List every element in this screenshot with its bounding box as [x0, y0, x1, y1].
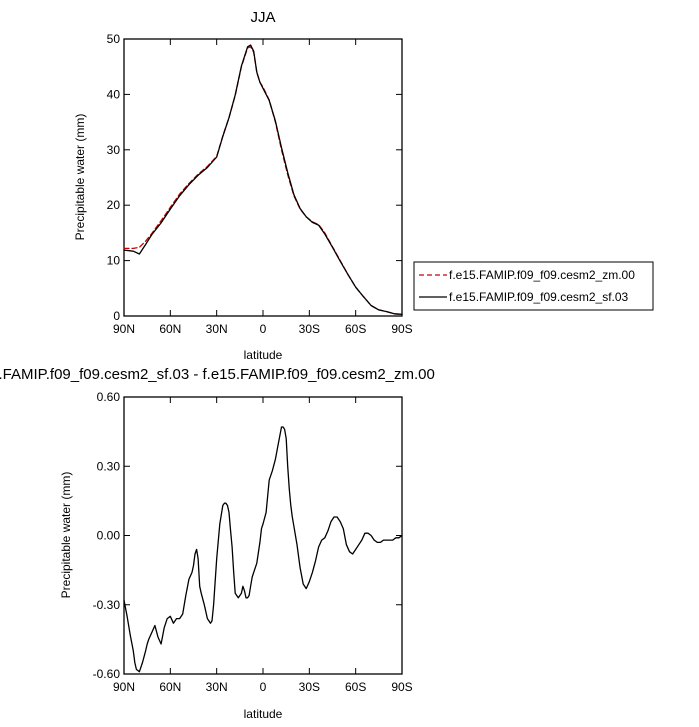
top-xtick-label: 90S [391, 322, 412, 336]
top-x-axis: 90N 60N 30N 0 30S 60S 90S [113, 39, 413, 336]
top-chart: JJA 0 10 20 30 40 50 90N 60N 30N 0 30S 60S 90S lati… [73, 9, 413, 362]
bottom-xtick-label: 0 [260, 680, 267, 694]
top-xtick-label: 90N [113, 322, 135, 336]
bottom-series-line-0 [123, 426, 403, 673]
bottom-xtick-label: 30S [299, 680, 320, 694]
top-xtick-label: 0 [260, 322, 267, 336]
bottom-x-axis: 90N 60N 30N 0 30S 60S 90S [113, 397, 413, 694]
bottom-y-axis: -0.60 -0.30 0.00 0.30 0.60 [93, 390, 402, 681]
bottom-ytick-label: -0.60 [93, 667, 121, 681]
bottom-xtick-label: 60S [345, 680, 366, 694]
top-xtick-label: 30N [206, 322, 228, 336]
top-y-axis: 0 10 20 30 40 50 [107, 32, 402, 323]
legend: f.e15.FAMIP.f09_f09.cesm2_zm.00 f.e15.FA… [413, 261, 654, 311]
top-xtick-label: 60S [345, 322, 366, 336]
top-xtick-label: 30S [299, 322, 320, 336]
top-ytick-label: 40 [107, 87, 121, 101]
bottom-ytick-label: 0.00 [97, 529, 121, 543]
top-ytick-label: 0 [113, 309, 120, 323]
legend-box [413, 261, 654, 311]
top-plot-frame [123, 38, 403, 317]
bottom-ytick-label: 0.30 [97, 459, 121, 473]
bottom-y-axis-label: Precipitable water (mm) [59, 472, 73, 599]
bottom-xtick-label: 30N [206, 680, 228, 694]
top-chart-title: JJA [250, 9, 275, 26]
bottom-ytick-label: 0.60 [97, 390, 121, 404]
bottom-xtick-label: 90N [113, 680, 135, 694]
bottom-plot-frame [123, 396, 403, 675]
top-ytick-label: 10 [107, 254, 121, 268]
top-ytick-label: 30 [107, 143, 121, 157]
top-x-axis-label: latitude [244, 348, 283, 362]
top-xtick-label: 60N [159, 322, 181, 336]
bottom-ytick-label: -0.30 [93, 598, 121, 612]
bottom-chart: f.e15.FAMIP.f09_f09.cesm2_sf.03 - f.e15.… [0, 366, 435, 721]
top-ytick-label: 20 [107, 198, 121, 212]
legend-label-zm: f.e15.FAMIP.f09_f09.cesm2_zm.00 [449, 268, 635, 282]
bottom-chart-title: f.e15.FAMIP.f09_f09.cesm2_sf.03 - f.e15.… [0, 366, 435, 383]
top-y-axis-label: Precipitable water (mm) [73, 114, 87, 241]
bottom-series-group [123, 426, 403, 673]
bottom-xtick-label: 60N [159, 680, 181, 694]
top-ytick-label: 50 [107, 32, 121, 46]
top-series-line-1 [123, 44, 403, 315]
bottom-xtick-label: 90S [391, 680, 412, 694]
legend-label-sf: f.e15.FAMIP.f09_f09.cesm2_sf.03 [449, 290, 629, 304]
bottom-x-axis-label: latitude [244, 707, 283, 721]
top-series-group [123, 44, 403, 315]
